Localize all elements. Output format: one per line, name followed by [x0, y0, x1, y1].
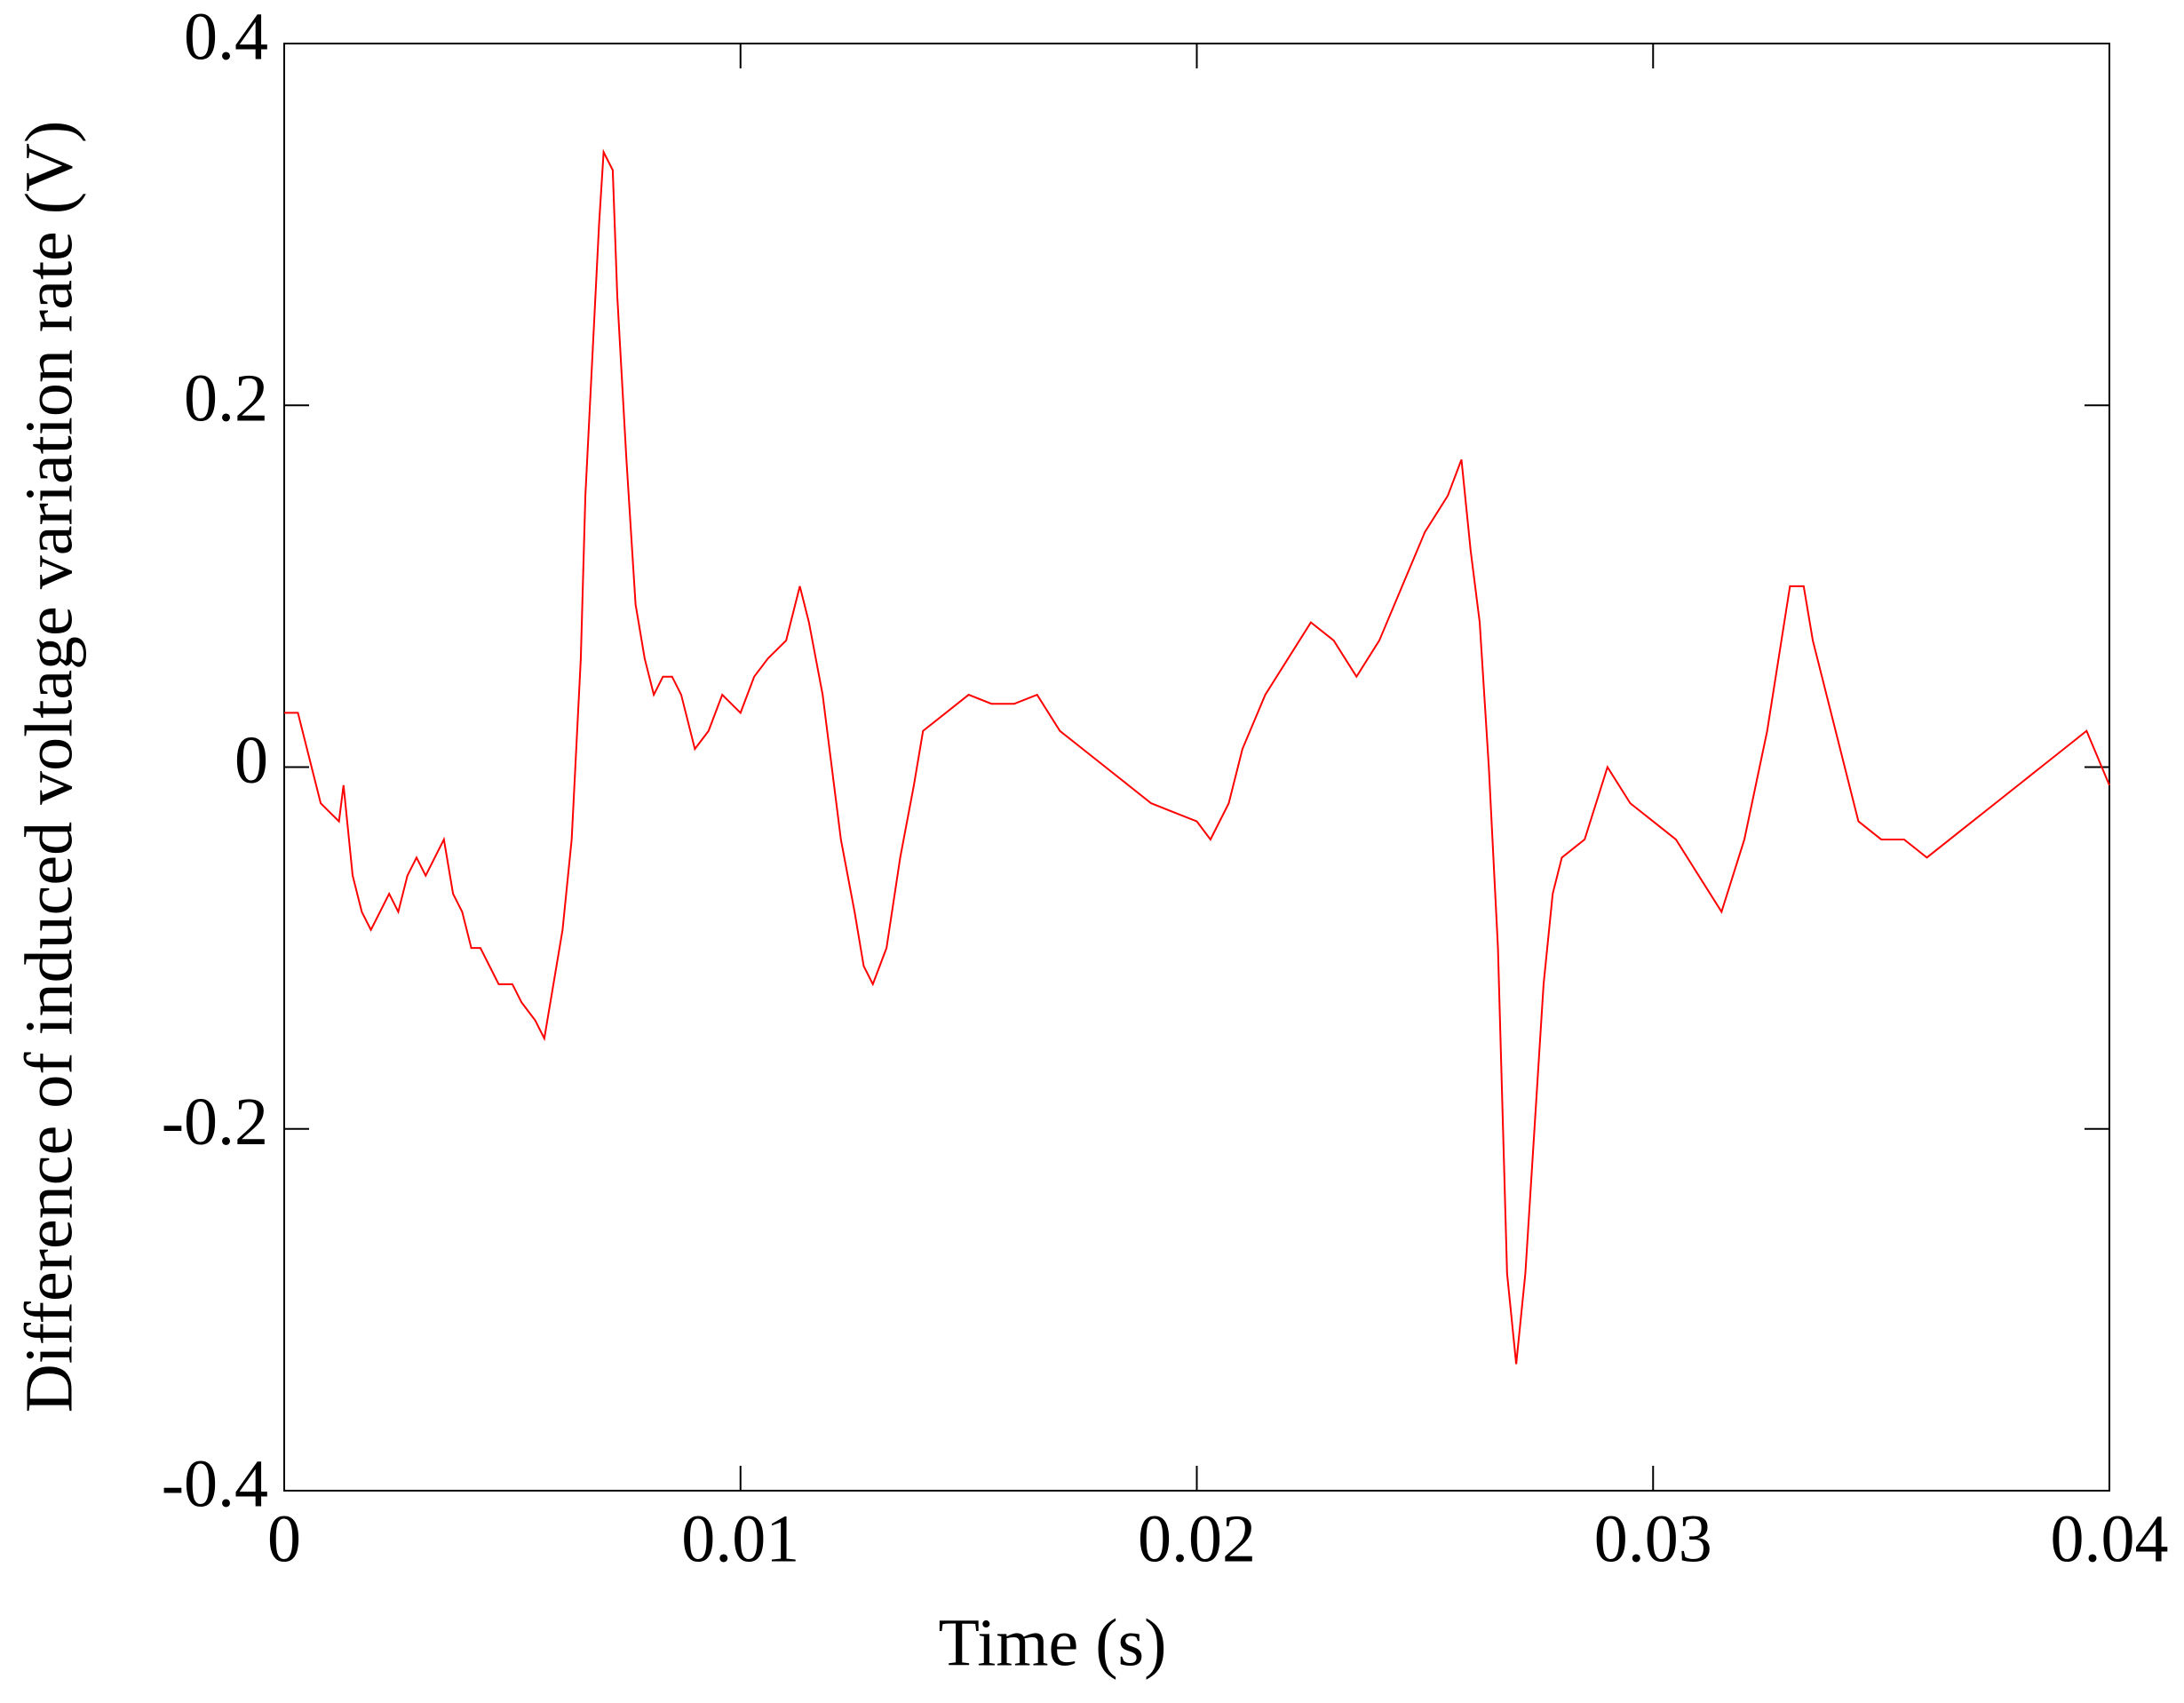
plot-frame [283, 43, 2110, 1492]
line-series [284, 148, 2110, 1365]
x-tick-label: 0.02 [1138, 1501, 1256, 1576]
y-tick-label: -0.2 [162, 1085, 268, 1159]
y-tick-label: 0.4 [184, 0, 268, 74]
x-tick-label: 0.04 [2051, 1501, 2169, 1576]
x-tick-label: 0 [267, 1501, 301, 1576]
y-tick-label: 0.2 [184, 362, 268, 436]
y-tick-label: -0.4 [162, 1446, 268, 1521]
y-axis-label: Difference of induced voltage variation … [12, 121, 86, 1413]
x-tick-label: 0.01 [681, 1501, 799, 1576]
x-tick-label: 0.03 [1594, 1501, 1712, 1576]
y-tick-label: 0 [234, 723, 268, 798]
x-axis-label: Time (s) [939, 1605, 1167, 1680]
